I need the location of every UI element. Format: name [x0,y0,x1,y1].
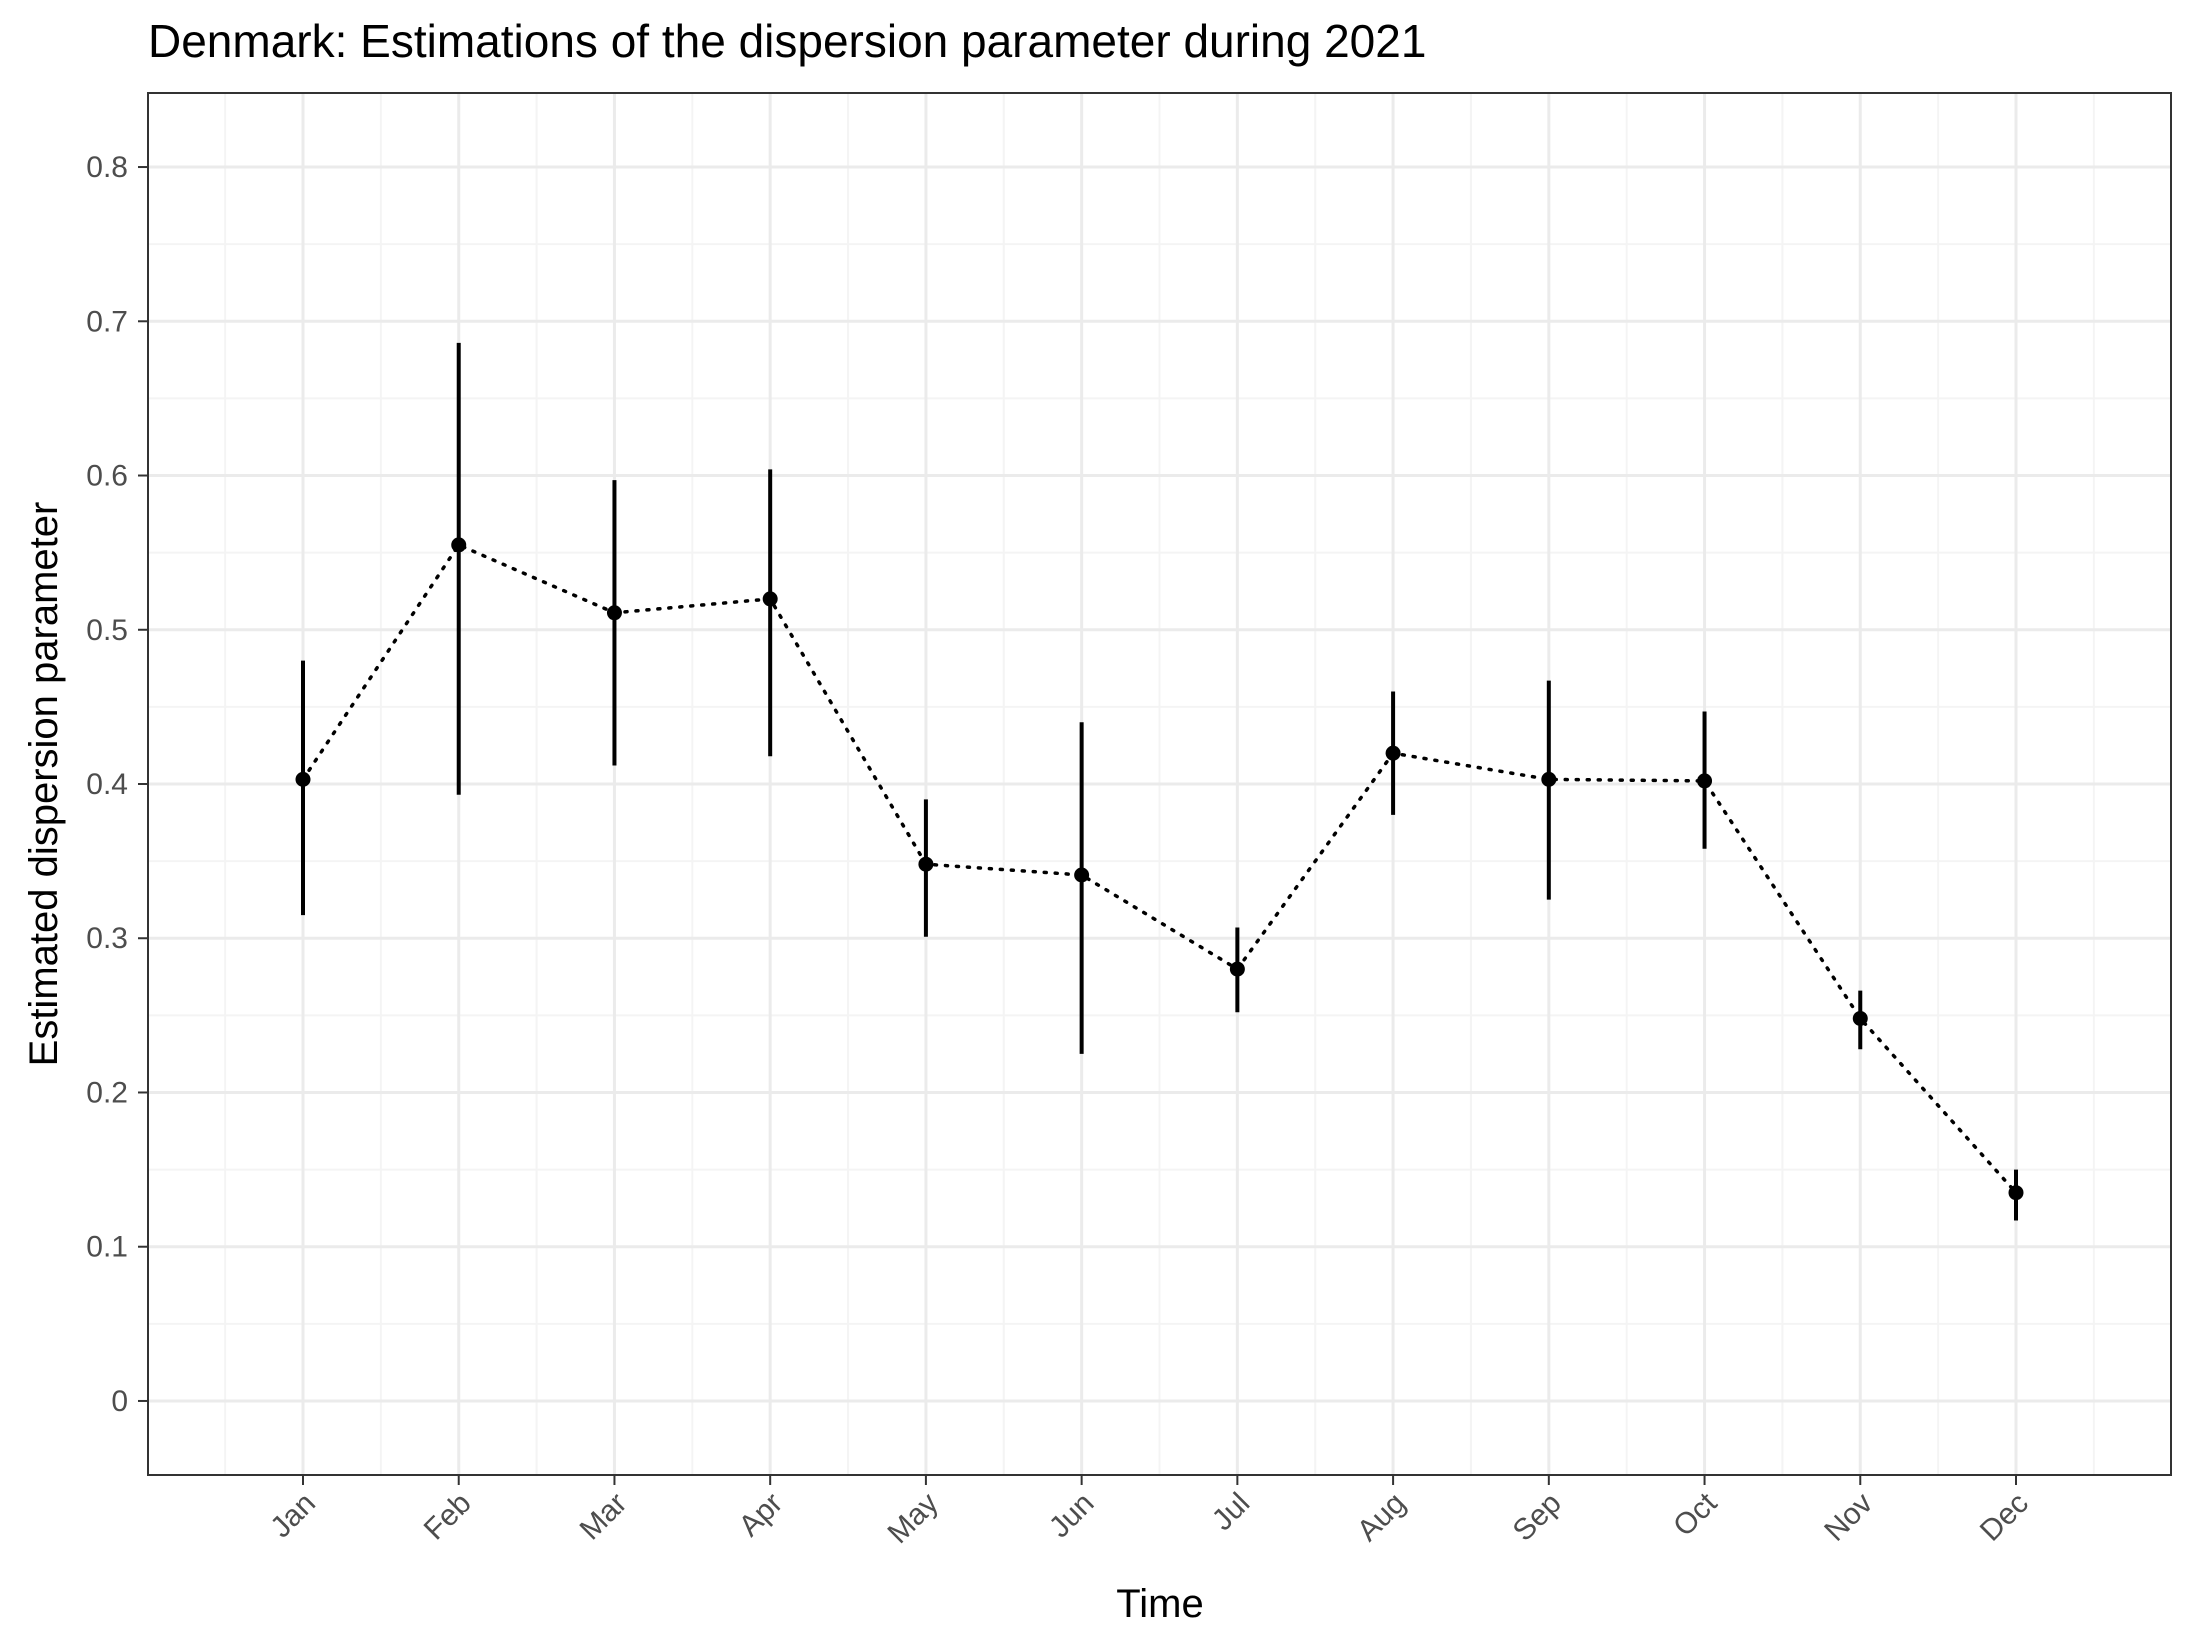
y-tick-label: 0.5 [86,614,128,647]
x-tick-label: Aug [1351,1487,1412,1548]
data-point [1541,771,1557,787]
data-point [1074,867,1090,883]
y-tick-label: 0.2 [86,1076,128,1109]
x-tick-label: Jan [264,1487,322,1545]
axes: 0 0.1 0.2 0.3 0.4 0.5 0.6 0.7 0.8 Jan Feb Mar Apr May… [86,151,2035,1550]
y-tick-label: 0 [111,1385,128,1418]
x-tick-label: Jun [1043,1487,1101,1545]
data-point [1697,773,1713,789]
x-tick-label: May [881,1487,944,1550]
y-tick-label: 0.1 [86,1231,128,1264]
data-point [1385,745,1401,761]
chart-title: Denmark: Estimations of the dispersion p… [148,15,1426,67]
y-tick-label: 0.7 [86,305,128,338]
y-tick-label: 0.8 [86,151,128,184]
data-point [2008,1185,2024,1201]
data-point [451,537,467,553]
x-tick-label: Dec [1974,1487,2035,1548]
x-tick-label: Mar [574,1487,634,1547]
data-point [1229,961,1245,977]
y-tick-label: 0.4 [86,768,128,801]
data-point [606,605,622,621]
x-axis-title: Time [1116,1582,1203,1626]
data-point [1852,1010,1868,1026]
series [295,342,2024,1221]
x-tick-label: Feb [418,1487,478,1547]
y-axis-title: Estimated dispersion parameter [22,502,66,1067]
data-point [918,856,934,872]
x-tick-label: Jul [1206,1487,1256,1537]
x-tick-label: Apr [733,1487,789,1543]
data-point [762,591,778,607]
data-point [295,771,311,787]
x-tick-label: Sep [1507,1487,1568,1548]
y-tick-label: 0.6 [86,460,128,493]
x-tick-label: Nov [1818,1487,1879,1548]
x-tick-label: Oct [1667,1486,1724,1543]
y-tick-label: 0.3 [86,922,128,955]
series-line [301,542,2018,1195]
